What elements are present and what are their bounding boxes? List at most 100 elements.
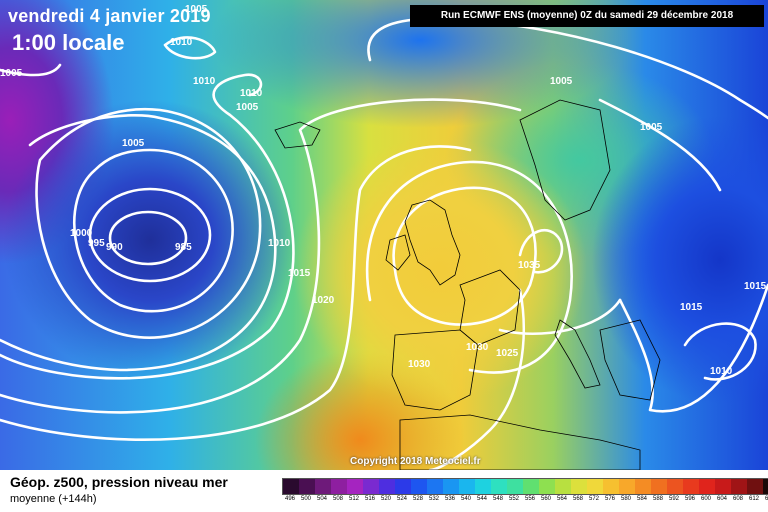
scale-swatch <box>555 479 571 494</box>
scale-swatch <box>619 479 635 494</box>
isobar-1005-west <box>0 63 62 77</box>
scale-tick-label: 516 <box>364 496 375 502</box>
scale-swatch <box>731 479 747 494</box>
scale-swatch <box>491 479 507 494</box>
isobar-label: 1030 <box>466 342 489 353</box>
scale-tick-label: 616 <box>764 496 768 502</box>
scale-tick-label: 504 <box>316 496 327 502</box>
scale-swatch <box>587 479 603 494</box>
scale-tick-label: 552 <box>508 496 519 502</box>
isobar-985-ring <box>108 210 188 266</box>
isobar-label: 1010 <box>170 37 193 48</box>
scale-swatch <box>347 479 363 494</box>
isobar-label: 1005 <box>640 122 663 133</box>
isobar-1020-line <box>0 145 472 441</box>
scale-tick-label: 560 <box>540 496 551 502</box>
scale-swatch <box>667 479 683 494</box>
scale-swatch <box>715 479 731 494</box>
scale-tick-label: 528 <box>412 496 423 502</box>
isobar-label: 1015 <box>680 302 703 313</box>
isobar-1005-line <box>0 114 277 372</box>
isobar-1010-east <box>598 98 722 192</box>
scale-tick-label: 600 <box>700 496 711 502</box>
isobar-1020-south <box>428 288 526 470</box>
isobar-1025-ring <box>365 160 573 374</box>
scale-tick-label: 556 <box>524 496 535 502</box>
scale-tick-label: 544 <box>476 496 487 502</box>
scale-swatch <box>315 479 331 494</box>
scale-swatch <box>331 479 347 494</box>
coast-italy <box>554 319 601 389</box>
coast-africa <box>399 414 641 470</box>
scale-swatch <box>283 479 299 494</box>
scale-tick-label: 548 <box>492 496 503 502</box>
isobar-label: 1005 <box>185 4 208 15</box>
legend-footer: Géop. z500, pression niveau mer moyenne … <box>0 470 768 512</box>
scale-swatch <box>699 479 715 494</box>
coast-balkans <box>599 319 661 401</box>
isobar-label: 1010 <box>710 366 733 377</box>
isobar-label: 990 <box>106 242 123 253</box>
scale-tick-label: 540 <box>460 496 471 502</box>
legend-subtitle: moyenne (+144h) <box>10 493 97 505</box>
scale-swatch <box>395 479 411 494</box>
isobar-label: 995 <box>88 238 105 249</box>
isobar-label: 985 <box>175 242 192 253</box>
isobar-label: 1025 <box>496 348 519 359</box>
scale-swatch <box>475 479 491 494</box>
model-run-banner: Run ECMWF ENS (moyenne) 0Z du samedi 29 … <box>410 5 764 27</box>
isobar-label: 1010 <box>240 88 263 99</box>
copyright-text: Copyright 2018 Meteociel.fr <box>350 456 481 467</box>
isobar-label: 1005 <box>236 102 259 113</box>
scale-swatch <box>523 479 539 494</box>
scale-tick-label: 608 <box>732 496 743 502</box>
weather-map: 1005 1010 1005 1010 1010 1005 1005 1005 … <box>0 0 768 470</box>
coast-iceland <box>274 121 321 149</box>
isobar-990-ring <box>88 187 212 283</box>
isobar-layer: 1005 1010 1005 1010 1010 1005 1005 1005 … <box>0 4 768 470</box>
isobar-995-line <box>73 148 234 313</box>
coastline-layer <box>274 99 661 470</box>
isobar-label: 1010 <box>268 238 291 249</box>
scale-tick-label: 576 <box>604 496 615 502</box>
legend-title: Géop. z500, pression niveau mer <box>10 474 228 490</box>
scale-tick-label: 580 <box>620 496 631 502</box>
scale-swatch <box>443 479 459 494</box>
isobar-label: 1015 <box>744 281 767 292</box>
scale-tick-label: 592 <box>668 496 679 502</box>
scale-tick-label: 508 <box>332 496 343 502</box>
scale-tick-label: 588 <box>652 496 663 502</box>
scale-tick-label: 524 <box>396 496 407 502</box>
coast-ireland <box>385 234 411 271</box>
isobar-label: 1000 <box>70 228 93 239</box>
scale-swatch <box>603 479 619 494</box>
forecast-date-title: vendredi 4 janvier 2019 <box>8 6 211 26</box>
isobar-label: 1035 <box>518 260 541 271</box>
isobar-1010-line <box>0 73 295 380</box>
scale-swatch <box>635 479 651 494</box>
isobar-1010-north <box>163 36 217 60</box>
scale-swatch <box>427 479 443 494</box>
scale-tick-label: 612 <box>748 496 759 502</box>
scale-swatch <box>363 479 379 494</box>
color-scale-labels: 496 500 504 508 512 516 520 524 528 532 536 540 544 5… <box>282 496 768 502</box>
coast-scandinavia <box>519 99 611 221</box>
isobar-1015-line <box>0 98 522 414</box>
isobar-1015-east <box>618 283 768 413</box>
isobar-1010-se <box>683 322 757 381</box>
scale-swatch <box>683 479 699 494</box>
scale-swatch <box>459 479 475 494</box>
isobar-label: 1020 <box>312 295 335 306</box>
scale-tick-label: 568 <box>572 496 583 502</box>
scale-swatch <box>651 479 667 494</box>
scale-swatch <box>571 479 587 494</box>
isobar-label-layer: 1005 1010 1005 1010 1010 1005 1005 1005 … <box>0 4 767 377</box>
scale-tick-label: 536 <box>444 496 455 502</box>
coast-british-isles <box>404 199 461 286</box>
scale-swatch <box>379 479 395 494</box>
isobar-1035-ring <box>518 229 564 274</box>
color-scale-bar <box>282 478 768 495</box>
scale-tick-label: 512 <box>348 496 359 502</box>
isobar-1030-east <box>498 298 622 336</box>
isobar-label: 1010 <box>193 76 216 87</box>
